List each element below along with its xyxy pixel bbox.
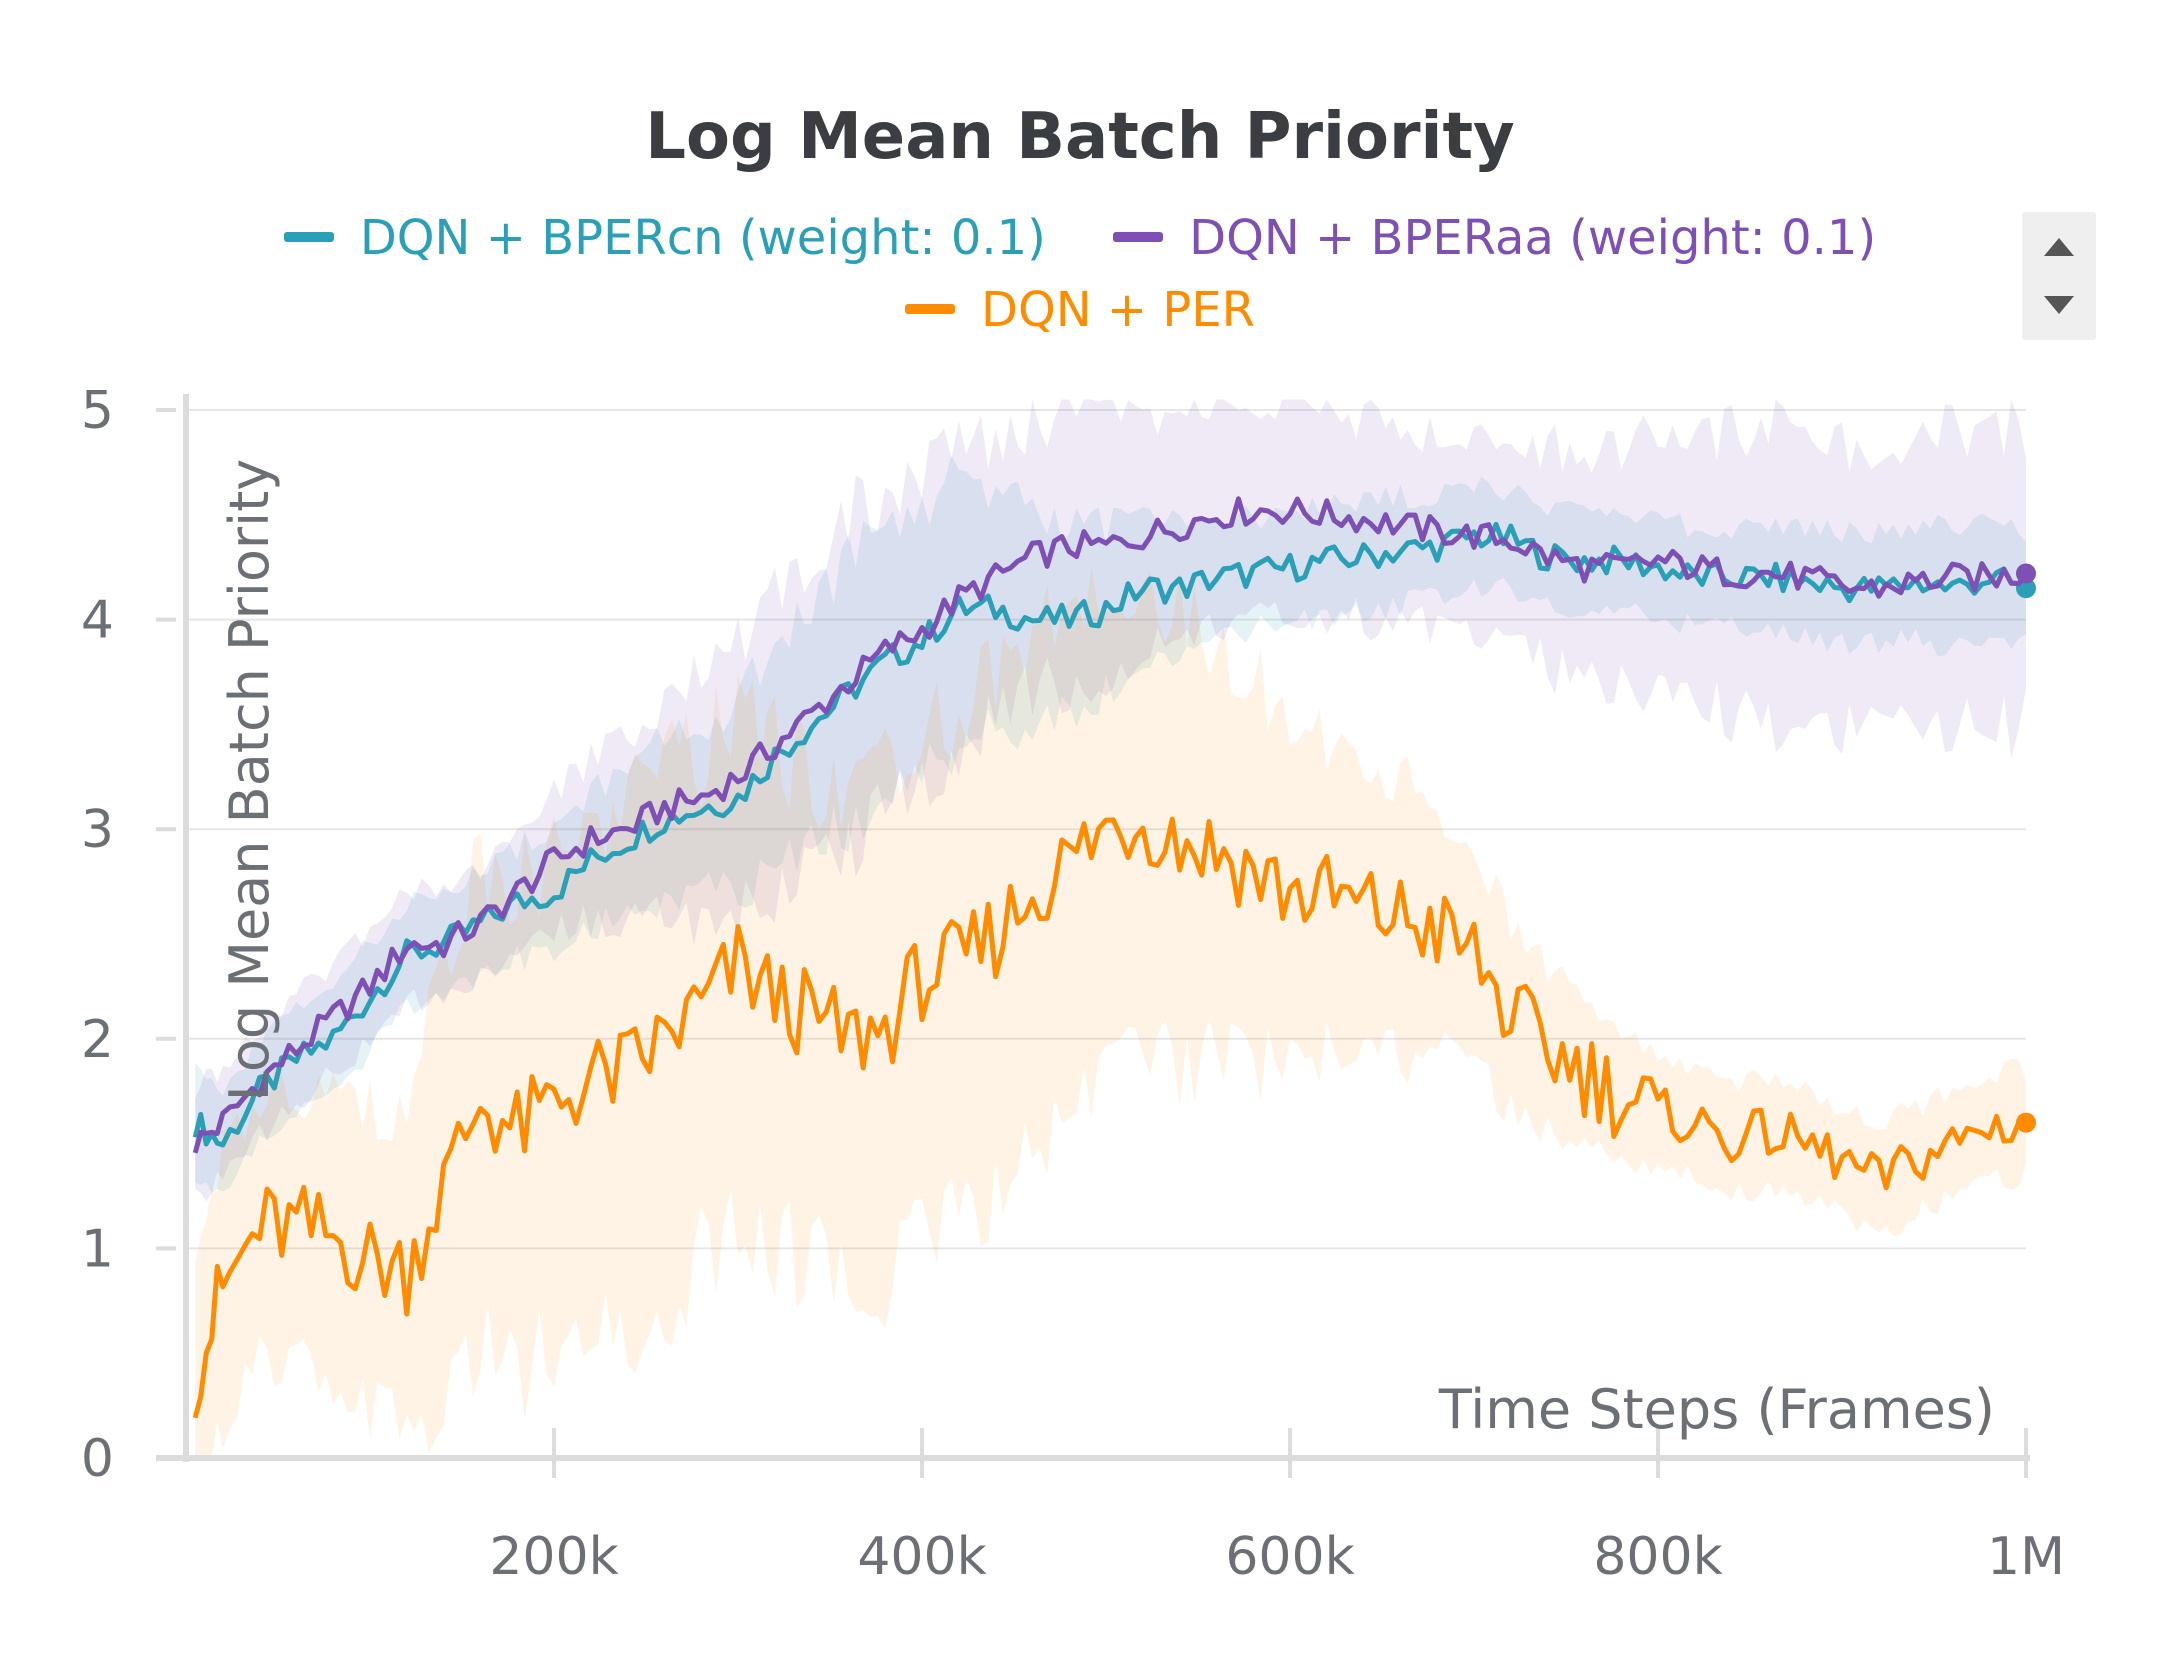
y-tick-label-1: 1 <box>81 1219 114 1279</box>
legend-item-per[interactable]: DQN + PER <box>904 282 1255 338</box>
legend-item-bpercn[interactable]: DQN + BPERcn (weight: 0.1) <box>283 210 1046 266</box>
series-lines <box>192 496 2036 1419</box>
confidence-bands <box>195 399 2027 1458</box>
axes: 0 1 2 3 4 5 200k 400k 600k 800k 1M <box>81 381 2065 1587</box>
line-per[interactable] <box>192 816 2027 1419</box>
line-bperaa[interactable] <box>192 496 2029 1154</box>
y-tick-label-4: 4 <box>81 591 114 651</box>
legend-row-2: DQN + PER <box>0 282 2160 338</box>
caret-up-icon[interactable] <box>2044 238 2074 256</box>
band-bpercn <box>195 455 2027 1193</box>
legend-item-bperaa[interactable]: DQN + BPERaa (weight: 0.1) <box>1113 210 1876 266</box>
y-tick-label-2: 2 <box>81 1010 114 1070</box>
legend-label-per: DQN + PER <box>980 282 1255 338</box>
x-tick-label-1: 400k <box>857 1527 986 1587</box>
point-per-50 <box>2016 1112 2036 1133</box>
y-tick-label-3: 3 <box>81 800 114 860</box>
x-tick-label-0: 200k <box>489 1527 618 1587</box>
x-axis-title: Time Steps (Frames) <box>1438 1378 1995 1441</box>
chart-title: Log Mean Batch Priority <box>645 100 1515 174</box>
x-tick-label-3: 800k <box>1593 1527 1722 1587</box>
y-tick-label-0: 0 <box>81 1429 114 1489</box>
y-tick-label-5: 5 <box>81 381 114 441</box>
legend-swatch-per <box>904 304 955 314</box>
band-bperaa <box>195 399 2027 1202</box>
caret-down-icon[interactable] <box>2044 296 2074 314</box>
legend-label-bpercn: DQN + BPERcn (weight: 0.1) <box>359 210 1046 266</box>
x-tick-label-4: 1M <box>1987 1527 2065 1587</box>
point-bperaa-50 <box>2016 563 2036 584</box>
x-tick-label-2: 600k <box>1225 1527 1354 1587</box>
legend-swatch-bperaa <box>1113 232 1164 242</box>
legend-scroll-controls <box>2022 212 2096 340</box>
legend-label-bperaa: DQN + BPERaa (weight: 0.1) <box>1189 210 1877 266</box>
y-axis-title: Log Mean Batch Priority <box>218 459 281 1102</box>
legend-swatch-bpercn <box>283 232 334 242</box>
legend-row-1: DQN + BPERcn (weight: 0.1) DQN + BPERaa … <box>0 210 2160 266</box>
band-per <box>195 566 2027 1458</box>
